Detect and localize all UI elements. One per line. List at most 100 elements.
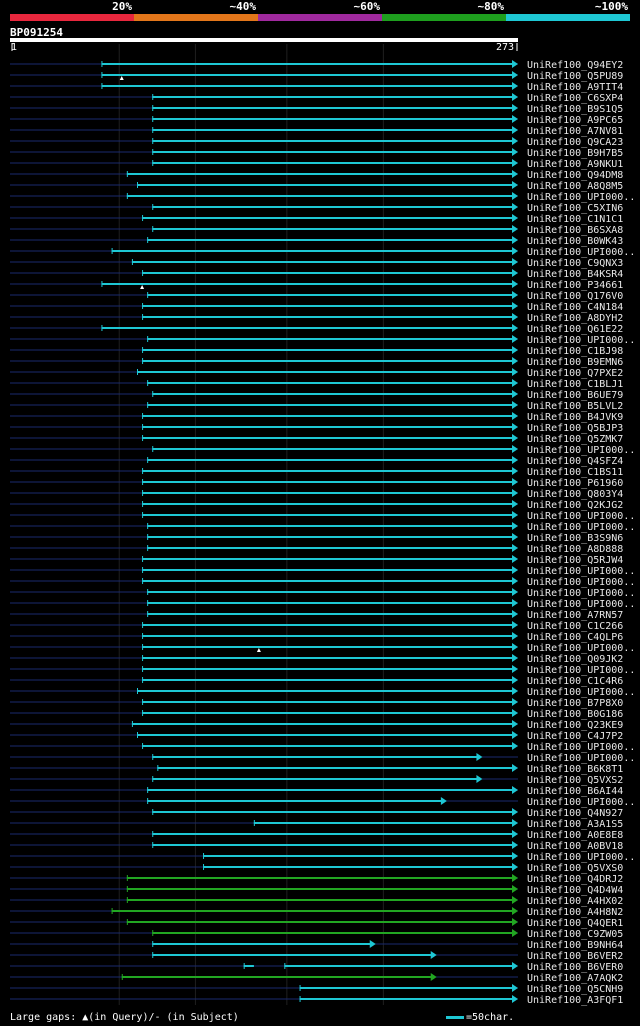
hit-label[interactable]: UniRef100_Q2KJG2 <box>527 500 623 511</box>
hit-row[interactable]: UniRef100_B3S9N6 <box>10 533 623 544</box>
hit-label[interactable]: UniRef100_Q5VXS0 <box>527 863 623 874</box>
hit-label[interactable]: UniRef100_B6VER0 <box>527 962 623 973</box>
hit-label[interactable]: UniRef100_UPI000.. <box>527 852 635 863</box>
hit-label[interactable]: UniRef100_UPI000.. <box>527 247 635 258</box>
hit-row[interactable]: UniRef100_C4QLP6 <box>10 632 623 643</box>
hit-row[interactable]: UniRef100_Q5VXS2 <box>10 775 623 786</box>
hit-label[interactable]: UniRef100_Q61E22 <box>527 324 623 335</box>
hit-label[interactable]: UniRef100_Q94EY2 <box>527 60 623 71</box>
hit-label[interactable]: UniRef100_Q4DRJ2 <box>527 874 623 885</box>
hit-row[interactable]: UniRef100_Q4D4W4 <box>10 885 623 896</box>
hit-label[interactable]: UniRef100_B6UE79 <box>527 390 623 401</box>
hit-label[interactable]: UniRef100_C4J7P2 <box>527 731 623 742</box>
hit-label[interactable]: UniRef100_Q4SFZ4 <box>527 456 623 467</box>
hit-row[interactable]: UniRef100_Q94EY2 <box>10 60 623 71</box>
hit-row[interactable]: UniRef100_B0G186 <box>10 709 623 720</box>
hit-row[interactable]: UniRef100_A7AQK2 <box>10 973 623 984</box>
hit-row[interactable]: UniRef100_C1BJ98 <box>10 346 623 357</box>
hit-label[interactable]: UniRef100_A4HX02 <box>527 896 623 907</box>
hit-row[interactable]: UniRef100_UPI000.. <box>10 566 635 577</box>
hit-row[interactable]: UniRef100_B6AI44 <box>10 786 623 797</box>
hit-label[interactable]: UniRef100_B6VER2 <box>527 951 623 962</box>
hit-label[interactable]: UniRef100_B3S9N6 <box>527 533 623 544</box>
hit-row[interactable]: UniRef100_C9ZW05 <box>10 929 623 940</box>
hit-row[interactable]: UniRef100_A3A1S5 <box>10 819 623 830</box>
hit-label[interactable]: UniRef100_UPI000.. <box>527 522 635 533</box>
hit-label[interactable]: UniRef100_A8D888 <box>527 544 623 555</box>
hit-row[interactable]: UniRef100_B0WK43 <box>10 236 623 247</box>
hit-label[interactable]: UniRef100_B4KSR4 <box>527 269 623 280</box>
hit-label[interactable]: UniRef100_B9EMN6 <box>527 357 623 368</box>
hit-row[interactable]: UniRef100_A8Q8M5 <box>10 181 623 192</box>
hit-row[interactable]: UniRef100_B9EMN6 <box>10 357 623 368</box>
hit-label[interactable]: UniRef100_Q4QER1 <box>527 918 623 929</box>
hit-label[interactable]: UniRef100_Q803Y4 <box>527 489 623 500</box>
hit-row[interactable]: UniRef100_Q2KJG2 <box>10 500 623 511</box>
hit-label[interactable]: UniRef100_B9S1Q5 <box>527 104 623 115</box>
hit-label[interactable]: UniRef100_A0E8E8 <box>527 830 623 841</box>
hit-row[interactable]: UniRef100_Q5CNH9 <box>10 984 623 995</box>
hit-row[interactable]: UniRef100_UPI000.. <box>10 588 635 599</box>
hit-label[interactable]: UniRef100_C4N184 <box>527 302 623 313</box>
hit-label[interactable]: UniRef100_UPI000.. <box>527 588 635 599</box>
hit-row[interactable]: UniRef100_B9NH64 <box>10 940 623 951</box>
hit-label[interactable]: UniRef100_Q5PU89 <box>527 71 623 82</box>
hit-label[interactable]: UniRef100_UPI000.. <box>527 599 635 610</box>
hit-label[interactable]: UniRef100_B0G186 <box>527 709 623 720</box>
hit-row[interactable]: UniRef100_Q5ZMK7 <box>10 434 623 445</box>
hit-row[interactable]: UniRef100_UPI000.. <box>10 522 635 533</box>
hit-row[interactable]: UniRef100_A8DYH2 <box>10 313 623 324</box>
hit-row[interactable]: UniRef100_A8D888 <box>10 544 623 555</box>
hit-row[interactable]: UniRef100_UPI000.. <box>10 852 635 863</box>
hit-row[interactable]: UniRef100_C5XIN6 <box>10 203 623 214</box>
hit-label[interactable]: UniRef100_B9H7B5 <box>527 148 623 159</box>
hit-label[interactable]: UniRef100_B6K8T1 <box>527 764 623 775</box>
hit-label[interactable]: UniRef100_B0WK43 <box>527 236 623 247</box>
hit-row[interactable]: UniRef100_UPI000.. <box>10 577 635 588</box>
hit-label[interactable]: UniRef100_UPI000.. <box>527 192 635 203</box>
hit-label[interactable]: UniRef100_C1C4R6 <box>527 676 623 687</box>
hit-label[interactable]: UniRef100_Q4D4W4 <box>527 885 623 896</box>
hit-row[interactable]: UniRef100_B9H7B5 <box>10 148 623 159</box>
hit-row[interactable]: UniRef100_A9TIT4 <box>10 82 623 93</box>
hit-row[interactable]: UniRef100_UPI000.. <box>10 247 635 258</box>
hit-row[interactable]: UniRef100_C9QNX3 <box>10 258 623 269</box>
hit-row[interactable]: UniRef100_A0E8E8 <box>10 830 623 841</box>
hit-label[interactable]: UniRef100_UPI000.. <box>527 577 635 588</box>
hit-label[interactable]: UniRef100_Q23KE9 <box>527 720 623 731</box>
hit-row[interactable]: UniRef100_B6SXA8 <box>10 225 623 236</box>
hit-label[interactable]: UniRef100_C1N1C1 <box>527 214 623 225</box>
hit-label[interactable]: UniRef100_UPI000.. <box>527 753 635 764</box>
hit-row[interactable]: UniRef100_Q5VXS0 <box>10 863 623 874</box>
hit-label[interactable]: UniRef100_UPI000.. <box>527 445 635 456</box>
hit-row[interactable]: UniRef100_Q5PU89 <box>10 71 623 82</box>
hit-label[interactable]: UniRef100_Q5ZMK7 <box>527 434 623 445</box>
hit-row[interactable]: UniRef100_Q9CA23 <box>10 137 623 148</box>
hit-label[interactable]: UniRef100_UPI000.. <box>527 742 635 753</box>
hit-label[interactable]: UniRef100_A3A1S5 <box>527 819 623 830</box>
hit-row[interactable]: UniRef100_UPI000.. <box>10 445 635 456</box>
hit-label[interactable]: UniRef100_Q5RJW4 <box>527 555 623 566</box>
hit-row[interactable]: UniRef100_UPI000.. <box>10 742 635 753</box>
hit-row[interactable]: UniRef100_C4N184 <box>10 302 623 313</box>
hit-row[interactable]: UniRef100_Q7PXE2 <box>10 368 623 379</box>
hit-row[interactable]: UniRef100_A0BV18 <box>10 841 623 852</box>
hit-label[interactable]: UniRef100_A9NKU1 <box>527 159 623 170</box>
hit-label[interactable]: UniRef100_C9ZW05 <box>527 929 623 940</box>
hit-row[interactable]: UniRef100_B6UE79 <box>10 390 623 401</box>
hit-label[interactable]: UniRef100_A0BV18 <box>527 841 623 852</box>
hit-label[interactable]: UniRef100_C4QLP6 <box>527 632 623 643</box>
hit-row[interactable]: UniRef100_UPI000.. <box>10 753 635 764</box>
hit-label[interactable]: UniRef100_UPI000.. <box>527 511 635 522</box>
hit-row[interactable]: UniRef100_Q4SFZ4 <box>10 456 623 467</box>
hit-row[interactable]: UniRef100_A7NV81 <box>10 126 623 137</box>
hit-row[interactable]: UniRef100_UPI000.. <box>10 335 635 346</box>
hit-label[interactable]: UniRef100_P34661 <box>527 280 623 291</box>
hit-row[interactable]: UniRef100_UPI000.. <box>10 599 635 610</box>
hit-row[interactable]: UniRef100_A9NKU1 <box>10 159 623 170</box>
hit-row[interactable]: UniRef100_Q09JK2 <box>10 654 623 665</box>
hit-row[interactable]: UniRef100_Q803Y4 <box>10 489 623 500</box>
hit-label[interactable]: UniRef100_UPI000.. <box>527 335 635 346</box>
hit-row[interactable]: UniRef100_UPI000.. <box>10 665 635 676</box>
hit-row[interactable]: UniRef100_B6K8T1 <box>10 764 623 775</box>
